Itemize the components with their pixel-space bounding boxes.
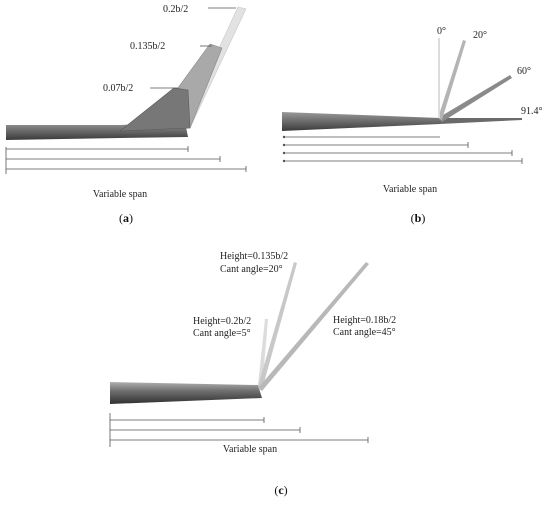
panel-b: 0° 20° 60° 91.4° Variable span (b)	[282, 26, 543, 225]
svg-text:(a): (a)	[119, 211, 133, 225]
panel-a-label: 0.07b/2	[103, 83, 133, 94]
panel-b-winglet-91	[440, 118, 522, 124]
panel-b-label: 20°	[473, 30, 487, 41]
panel-b-winglet-60	[438, 75, 512, 122]
panel-b-label: 91.4°	[521, 106, 543, 117]
panel-c-winglet-45	[258, 262, 369, 391]
svg-text:(b): (b)	[411, 211, 426, 225]
panel-c-wing	[110, 382, 262, 404]
panel-a-label: 0.135b/2	[130, 41, 165, 52]
panel-a: 0.2b/2 0.135b/2 0.07b/2 Variable span (a…	[5, 4, 247, 225]
panel-c-height-label: Height=0.2b/2	[193, 316, 251, 327]
panel-c-height-label: Height=0.18b/2	[333, 315, 396, 326]
panel-c: Height=0.135b/2 Cant angle=20° Height=0.…	[109, 251, 396, 497]
panel-b-wing	[282, 112, 440, 131]
panel-c-winglet-5	[258, 319, 268, 390]
panel-c-label-group-5: Height=0.2b/2 Cant angle=5°	[193, 316, 251, 339]
panel-a-tag: a	[123, 211, 129, 225]
panel-c-span-lines	[109, 413, 369, 447]
panel-a-winglet-small	[119, 87, 191, 132]
panel-c-caption: (c)	[274, 483, 287, 497]
panel-a-span-lines	[5, 146, 247, 174]
panel-b-tag: b	[415, 211, 422, 225]
svg-text:(c): (c)	[274, 483, 287, 497]
panel-c-winglet-20	[258, 262, 297, 390]
panel-c-span-text: Variable span	[223, 444, 277, 455]
panel-b-label: 0°	[437, 26, 446, 37]
panel-b-label: 60°	[517, 66, 531, 77]
panel-b-winglet-0	[438, 38, 440, 118]
panel-b-span-lines	[282, 135, 523, 164]
panel-b-caption: (b)	[411, 211, 426, 225]
panel-b-winglet-20	[438, 40, 466, 120]
panel-b-span-text: Variable span	[383, 184, 437, 195]
panel-c-cant-label: Cant angle=20°	[220, 264, 283, 275]
panel-c-height-label: Height=0.135b/2	[220, 251, 288, 262]
panel-c-tag: c	[278, 483, 284, 497]
panel-a-span-text: Variable span	[93, 189, 147, 200]
panel-a-label: 0.2b/2	[163, 4, 188, 15]
panel-a-caption: (a)	[119, 211, 133, 225]
panel-c-cant-label: Cant angle=5°	[193, 328, 251, 339]
panel-c-label-group-20: Height=0.135b/2 Cant angle=20°	[220, 251, 288, 275]
panel-c-cant-label: Cant angle=45°	[333, 327, 396, 338]
panel-c-label-group-45: Height=0.18b/2 Cant angle=45°	[333, 315, 396, 338]
